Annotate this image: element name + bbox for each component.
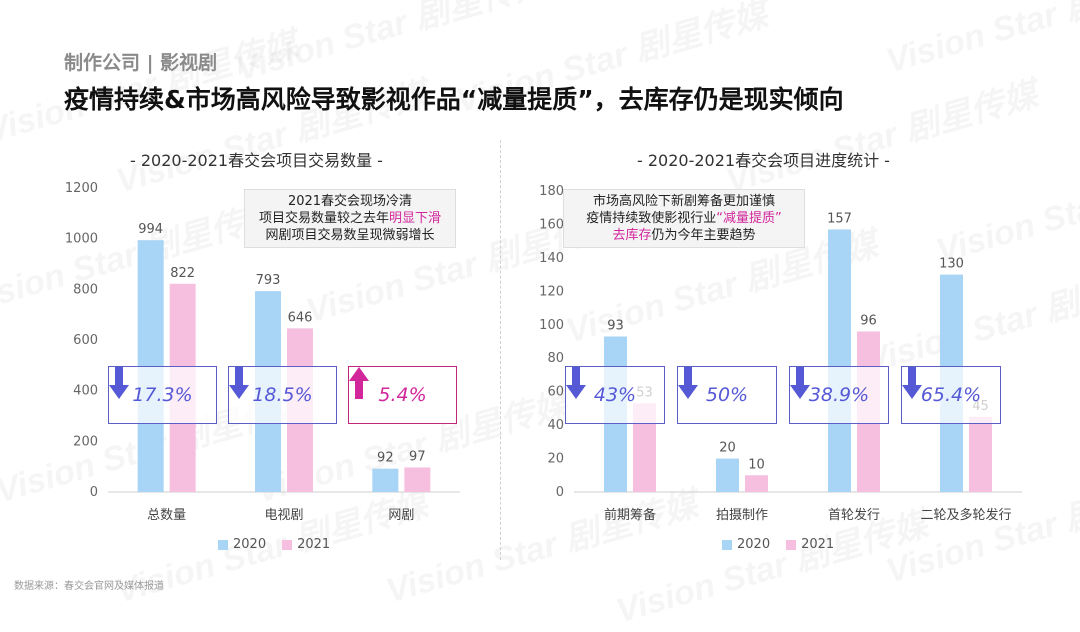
y-tick-label: 1200	[65, 181, 98, 196]
data-label: 96	[860, 313, 877, 328]
chart2-note-line1: 市场高风险下新剧筹备更加谨慎	[592, 194, 775, 209]
change-badge-prep: 43%	[565, 366, 665, 424]
chart1-title: - 2020-2021春交会项目交易数量 -	[130, 151, 383, 170]
x-category-label: 二轮及多轮发行	[920, 507, 1011, 523]
arrow-down-icon	[790, 367, 810, 399]
x-category-label: 总数量	[147, 508, 186, 523]
chart1-note-highlight: 明显下滑	[389, 211, 442, 226]
change-badge-filming: 50%	[677, 366, 777, 424]
data-label: 97	[409, 449, 426, 464]
y-tick-label: 140	[539, 251, 564, 266]
change-badge-total: 17.3%	[108, 366, 217, 424]
arrow-down-icon	[109, 367, 129, 399]
data-label: 20	[719, 441, 736, 456]
legend-item-2021: 2021	[282, 537, 330, 552]
y-tick-label: 100	[539, 318, 564, 333]
data-source: 数据来源：春交会官网及媒体报道	[14, 581, 164, 592]
x-category-label: 电视剧	[264, 508, 303, 523]
x-category-label: 拍摄制作	[716, 508, 768, 523]
y-tick-label: 160	[539, 217, 564, 232]
chart2-title: - 2020-2021春交会项目进度统计 -	[637, 151, 890, 170]
y-tick-label: 20	[547, 452, 564, 467]
chart2-note-highlight-2: 去库存	[612, 228, 652, 243]
bar-2021	[745, 475, 768, 492]
chart1-note-line2: 项目交易数量较之去年明显下滑	[258, 211, 442, 226]
bar-2021	[404, 467, 431, 492]
chart2-plot: 0204060801001201401601809353前期筹备2010拍摄制作…	[539, 184, 1022, 523]
chart-divider	[500, 140, 501, 560]
y-tick-label: 0	[90, 485, 98, 500]
y-tick-label: 400	[73, 384, 98, 399]
chart1-note: 2021春交会现场冷清 项目交易数量较之去年明显下滑 网剧项目交易数呈现微弱增长	[244, 189, 456, 248]
change-badge-multi-release: 65.4%	[901, 366, 1001, 424]
legend-item-2021: 2021	[786, 537, 834, 552]
data-label: 92	[377, 451, 394, 466]
data-label: 994	[138, 222, 163, 237]
chart1-legend: 2020 2021	[218, 537, 330, 552]
x-category-label: 网剧	[388, 508, 414, 523]
y-tick-label: 40	[547, 418, 564, 433]
y-tick-label: 800	[73, 282, 98, 297]
legend-item-2020: 2020	[218, 537, 266, 552]
chart2-note: 市场高风险下新剧筹备更加谨慎 疫情持续致使影视行业“减量提质” 去库存仍为今年主…	[563, 189, 805, 248]
arrow-up-icon	[349, 367, 369, 399]
bar-2020	[828, 229, 851, 492]
chart2-note-line3: 去库存仍为今年主要趋势	[612, 228, 756, 243]
y-tick-label: 1000	[65, 232, 98, 247]
change-badge-first-release: 38.9%	[789, 366, 889, 424]
bar-2020	[372, 468, 399, 492]
page-category: 制作公司 | 影视剧	[64, 52, 218, 74]
y-tick-label: 600	[73, 333, 98, 348]
chart1-note-line3: 网剧项目交易数呈现微弱增长	[265, 228, 435, 243]
bar-2021	[969, 416, 992, 492]
y-tick-label: 60	[547, 385, 564, 400]
change-badge-tv: 18.5%	[228, 366, 337, 424]
y-tick-label: 80	[547, 351, 564, 366]
data-label: 646	[288, 310, 313, 325]
change-badge-web: 5.4%	[348, 366, 457, 424]
data-label: 10	[748, 457, 765, 472]
page-title: 疫情持续&市场高风险导致影视作品“减量提质”，去库存仍是现实倾向	[64, 85, 844, 114]
data-label: 93	[607, 318, 624, 333]
x-category-label: 前期筹备	[604, 507, 656, 523]
arrow-down-icon	[229, 367, 249, 399]
bar-2021	[633, 403, 656, 492]
chart2-legend: 2020 2021	[722, 537, 834, 552]
arrow-down-icon	[678, 367, 698, 399]
y-tick-label: 180	[539, 184, 564, 199]
data-label: 157	[827, 211, 852, 226]
chart1-note-line1: 2021春交会现场冷清	[287, 194, 413, 209]
arrow-down-icon	[566, 367, 586, 399]
y-tick-label: 120	[539, 284, 564, 299]
data-label: 793	[256, 273, 281, 288]
chart2-note-highlight: “减量提质”	[716, 211, 782, 226]
y-tick-label: 0	[556, 485, 564, 500]
data-label: 130	[939, 257, 964, 272]
legend-item-2020: 2020	[722, 537, 770, 552]
y-tick-label: 200	[73, 434, 98, 449]
data-label: 822	[170, 266, 195, 281]
bar-2020	[716, 458, 739, 492]
arrow-down-icon	[902, 367, 922, 399]
chart2-note-line2: 疫情持续致使影视行业“减量提质”	[586, 211, 782, 226]
x-category-label: 首轮发行	[828, 507, 880, 523]
